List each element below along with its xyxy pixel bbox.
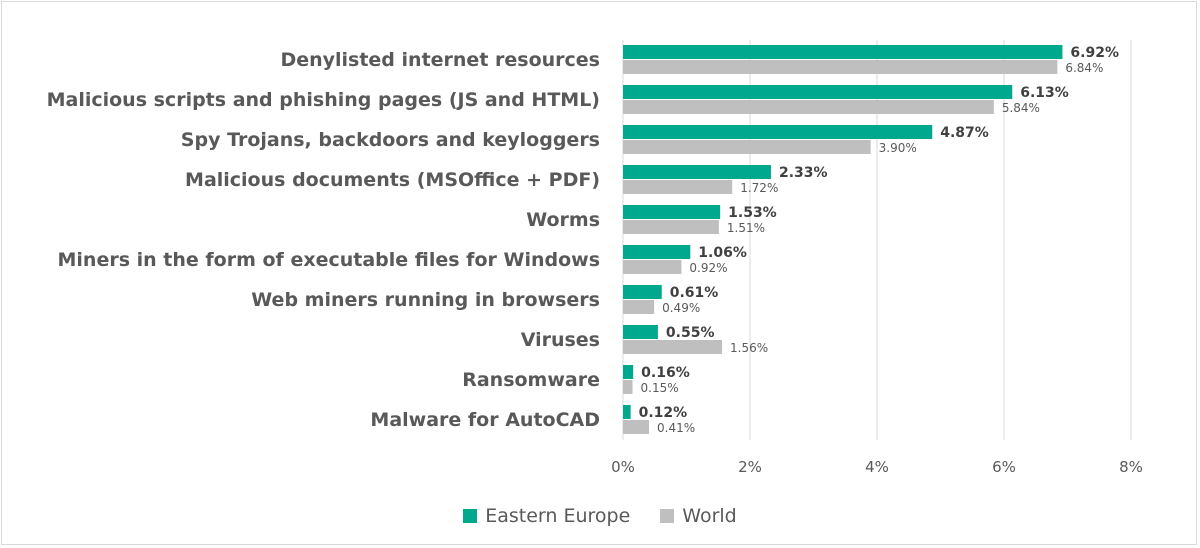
legend-label-world: World [682, 505, 737, 527]
data-label-world: 6.84% [1065, 61, 1103, 75]
x-tick-label: 8% [1119, 458, 1143, 476]
bar-world [623, 260, 682, 274]
x-tick-label: 4% [865, 458, 889, 476]
bar-eastern-europe [623, 125, 933, 139]
x-tick-label: 0% [611, 458, 635, 476]
category-label: Malicious scripts and phishing pages (JS… [47, 89, 600, 111]
category-label: Miners in the form of executable files f… [58, 249, 600, 271]
x-tick-label: 2% [738, 458, 762, 476]
category-label: Ransomware [462, 369, 600, 391]
bar-eastern-europe [623, 165, 771, 179]
data-label-eastern-europe: 0.61% [670, 285, 719, 301]
category-label: Denylisted internet resources [280, 49, 600, 71]
legend-item-world: World [660, 505, 737, 527]
category-label: Malicious documents (MSOffice + PDF) [185, 169, 600, 191]
data-label-world: 3.90% [879, 141, 917, 155]
data-label-eastern-europe: 6.92% [1070, 45, 1119, 61]
legend-label-eastern-europe: Eastern Europe [485, 505, 631, 527]
bar-world [623, 380, 633, 394]
data-label-eastern-europe: 0.12% [639, 405, 688, 421]
data-label-world: 1.72% [740, 181, 778, 195]
data-label-world: 1.51% [727, 221, 765, 235]
bar-eastern-europe [623, 365, 634, 379]
data-label-world: 0.92% [689, 261, 727, 275]
bar-eastern-europe [623, 45, 1063, 59]
x-tick-label: 6% [992, 458, 1016, 476]
data-label-world: 0.41% [657, 421, 695, 435]
bar-world [623, 220, 719, 234]
data-label-eastern-europe: 4.87% [940, 125, 989, 141]
data-label-world: 5.84% [1002, 101, 1040, 115]
bar-eastern-europe [623, 245, 691, 259]
bar-eastern-europe [623, 85, 1013, 99]
data-label-eastern-europe: 6.13% [1020, 85, 1069, 101]
data-label-eastern-europe: 1.06% [698, 245, 747, 261]
bar-eastern-europe [623, 285, 662, 299]
bar-world [623, 420, 650, 434]
bar-world [623, 180, 733, 194]
category-label: Spy Trojans, backdoors and keyloggers [181, 129, 600, 151]
legend-swatch-eastern-europe [463, 509, 478, 523]
category-label: Worms [526, 209, 600, 231]
bar-world [623, 140, 871, 154]
legend: Eastern Europe World [0, 505, 1200, 527]
data-label-world: 0.15% [641, 381, 679, 395]
data-label-eastern-europe: 0.16% [641, 365, 690, 381]
data-label-eastern-europe: 2.33% [779, 165, 828, 181]
data-label-eastern-europe: 0.55% [666, 325, 715, 341]
category-label: Viruses [521, 329, 600, 351]
bar-world [623, 300, 655, 314]
category-label: Web miners running in browsers [251, 289, 600, 311]
bar-eastern-europe [623, 325, 658, 339]
data-label-eastern-europe: 1.53% [728, 205, 777, 221]
category-label: Malware for AutoCAD [370, 409, 600, 431]
bar-world [623, 60, 1058, 74]
bar-eastern-europe [623, 405, 631, 419]
legend-item-eastern-europe: Eastern Europe [463, 505, 630, 527]
bar-eastern-europe [623, 205, 721, 219]
legend-swatch-world [660, 509, 675, 523]
bar-world [623, 340, 723, 354]
data-label-world: 0.49% [662, 301, 700, 315]
data-label-world: 1.56% [730, 341, 768, 355]
bar-chart: 0% 2% 4% 6% 8% Denylisted internet resources 6… [47, 40, 1143, 476]
bar-world [623, 100, 994, 114]
